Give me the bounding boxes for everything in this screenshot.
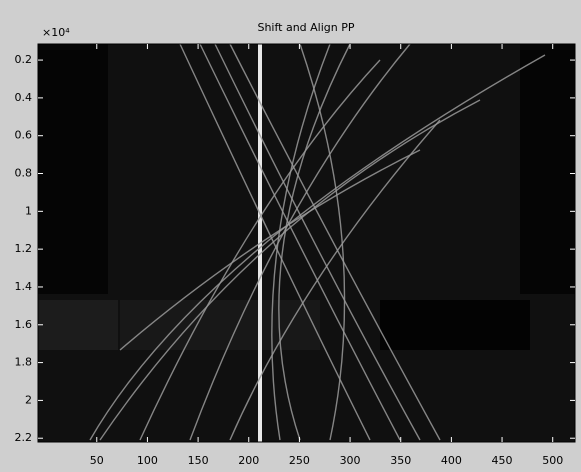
image-light-region (38, 300, 118, 350)
y-tick-label: 1.6 (15, 318, 33, 331)
image-curve (179, 43, 371, 441)
x-tick-label: 500 (542, 454, 563, 467)
image-curve (119, 149, 421, 351)
y-exponent-label: ×10⁴ (42, 26, 70, 39)
y-tick-label: 0.8 (15, 167, 33, 180)
image-curve (199, 43, 401, 441)
x-tick-label: 450 (492, 454, 513, 467)
x-tick-label: 250 (289, 454, 310, 467)
image-curve (229, 119, 441, 441)
y-tick-label: 0.6 (15, 129, 33, 142)
image-light-region (120, 300, 320, 350)
image-curve (278, 43, 351, 441)
y-tick-label: 2.2 (15, 431, 33, 444)
y-tick-label: 1 (25, 204, 32, 217)
x-tick-label: 300 (340, 454, 361, 467)
x-tick-label: 150 (188, 454, 209, 467)
x-tick-label: 50 (90, 454, 104, 467)
x-tick-label: 100 (137, 454, 158, 467)
y-tick-label: 1.2 (15, 242, 33, 255)
image-curve (139, 59, 381, 441)
y-tick-label: 0.2 (15, 53, 33, 66)
y-tick-label: 2 (25, 393, 32, 406)
image-curve (99, 99, 481, 441)
image-dark-region (38, 44, 108, 294)
image-curve (229, 43, 441, 441)
image-dark-region (380, 300, 530, 350)
y-tick-label: 0.4 (15, 91, 33, 104)
image-curve (89, 54, 546, 441)
image-curve (189, 43, 411, 441)
image-curve (214, 43, 421, 441)
image-background (38, 44, 575, 442)
image-curve (271, 43, 331, 441)
y-tick-label: 1.8 (15, 356, 33, 369)
image-curve (299, 43, 346, 441)
chart-title: Shift and Align PP (257, 21, 354, 34)
x-tick-label: 200 (238, 454, 259, 467)
axes-frame (37, 43, 576, 443)
image (38, 43, 575, 442)
image-dark-region (520, 44, 575, 294)
x-tick-label: 400 (441, 454, 462, 467)
x-tick-label: 350 (390, 454, 411, 467)
y-tick-label: 1.4 (15, 280, 33, 293)
